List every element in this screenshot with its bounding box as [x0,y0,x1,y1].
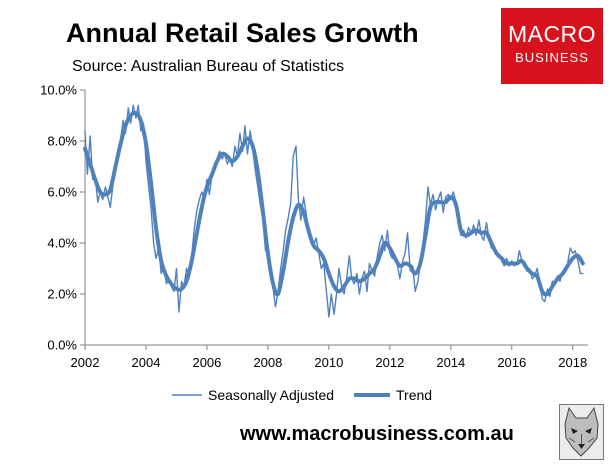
legend-seasonally-adjusted-label: Seasonally Adjusted [208,387,334,403]
chart-legend: Seasonally Adjusted Trend [172,387,432,403]
y-tick-label: 10.0% [40,83,77,98]
x-tick-label: 2014 [436,355,465,370]
x-tick-label: 2010 [314,355,343,370]
chart-title: Annual Retail Sales Growth [66,18,419,48]
y-tick-label: 0.0% [47,338,77,353]
macrobusiness-logo: MACRO BUSINESS [501,8,603,84]
x-tick-label: 2016 [497,355,526,370]
x-tick-label: 2004 [132,355,161,370]
x-tick-label: 2018 [558,355,587,370]
y-tick-label: 2.0% [47,287,77,302]
x-tick-label: 2006 [192,355,221,370]
x-tick-label: 2002 [71,355,100,370]
y-tick-label: 4.0% [47,236,77,251]
trend-series-line [83,110,585,297]
website-url: www.macrobusiness.com.au [240,423,514,445]
series-layer [83,104,585,318]
y-tick-label: 8.0% [47,134,77,149]
logo-line-1: MACRO [507,21,597,47]
wolf-icon [559,404,604,460]
x-tick-label: 2008 [253,355,282,370]
logo-line-2: BUSINESS [515,50,589,65]
legend-trend-label: Trend [396,387,432,403]
y-tick-label: 6.0% [47,185,77,200]
x-tick-label: 2012 [375,355,404,370]
chart-subtitle: Source: Australian Bureau of Statistics [72,58,345,75]
